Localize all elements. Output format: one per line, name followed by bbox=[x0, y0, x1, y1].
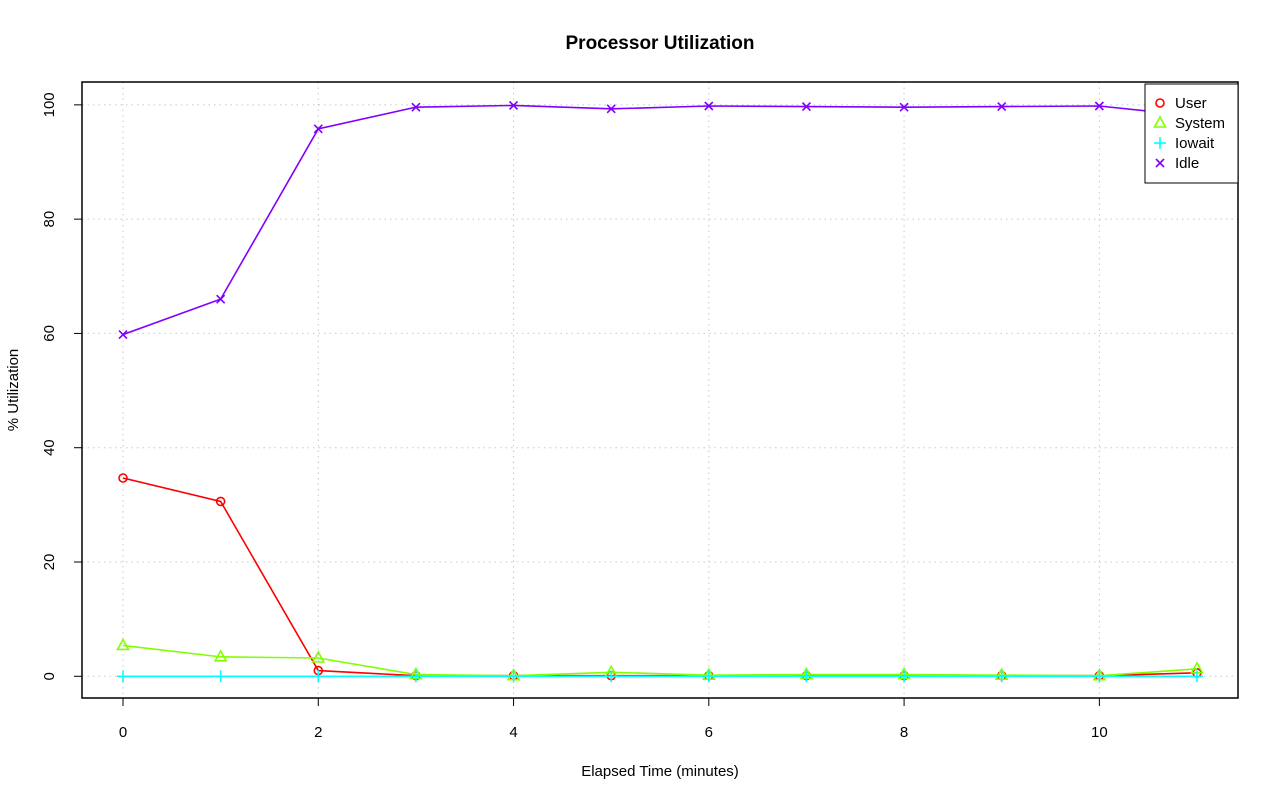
legend-label-user: User bbox=[1175, 95, 1207, 112]
series-user bbox=[118, 473, 1202, 681]
y-tick-label: 20 bbox=[41, 554, 58, 571]
idle-point-b bbox=[118, 330, 128, 340]
y-tick-label: 100 bbox=[41, 92, 58, 117]
iowait-point bbox=[214, 670, 227, 683]
iowait-point bbox=[117, 670, 130, 683]
iowait-point bbox=[800, 670, 813, 683]
idle-point-b bbox=[801, 102, 812, 112]
legend-marker-idle-b bbox=[1155, 158, 1165, 168]
grid-lines bbox=[82, 82, 1238, 698]
legend-marker-user bbox=[1155, 98, 1165, 108]
iowait-point bbox=[1093, 670, 1106, 683]
y-tick-label: 80 bbox=[41, 211, 58, 228]
legend-label-iowait: Iowait bbox=[1175, 135, 1215, 152]
idle-point bbox=[899, 102, 909, 112]
legend-box bbox=[1144, 83, 1239, 184]
idle-point bbox=[216, 294, 226, 304]
plot-frame bbox=[81, 81, 1239, 699]
series-system bbox=[116, 637, 1204, 681]
system-point bbox=[311, 650, 326, 663]
x-tick-label: 4 bbox=[509, 724, 517, 741]
idle-point-b bbox=[899, 102, 909, 112]
x-tick-label: 10 bbox=[1091, 724, 1108, 741]
idle-point-b bbox=[216, 294, 226, 304]
x-tick-label: 8 bbox=[900, 724, 908, 741]
user-point bbox=[118, 473, 128, 483]
legend-marker-iowait bbox=[1154, 137, 1166, 149]
x-tick-label: 2 bbox=[314, 724, 322, 741]
idle-point bbox=[1094, 101, 1104, 111]
y-axis-label: % Utilization bbox=[5, 349, 22, 432]
iowait-point bbox=[995, 670, 1008, 683]
idle-point-b bbox=[508, 100, 519, 110]
iowait-point bbox=[898, 670, 911, 683]
series-line-idle bbox=[122, 104, 1198, 336]
idle-point bbox=[313, 124, 323, 134]
y-tick-label: 60 bbox=[41, 325, 58, 342]
x-tick-label: 6 bbox=[705, 724, 713, 741]
idle-point bbox=[801, 102, 812, 112]
iowait-point bbox=[702, 670, 715, 683]
series-line-system bbox=[122, 644, 1198, 677]
series-line-user bbox=[122, 477, 1198, 677]
idle-point-b bbox=[313, 124, 323, 134]
system-point bbox=[213, 649, 228, 662]
idle-point-b bbox=[704, 101, 714, 111]
idle-point bbox=[508, 100, 519, 110]
system-point bbox=[116, 637, 130, 651]
idle-point bbox=[118, 330, 128, 340]
legend-marker-system bbox=[1153, 115, 1167, 128]
idle-point bbox=[704, 101, 714, 111]
y-tick-label: 40 bbox=[41, 439, 58, 456]
x-axis-label: Elapsed Time (minutes) bbox=[581, 763, 739, 780]
legend-label-system: System bbox=[1175, 115, 1225, 132]
iowait-point bbox=[605, 670, 618, 683]
iowait-point bbox=[312, 670, 325, 683]
idle-point-b bbox=[997, 102, 1007, 112]
y-tick-label: 0 bbox=[41, 672, 58, 680]
legend-label-idle: Idle bbox=[1175, 155, 1199, 172]
chart-title: Processor Utilization bbox=[566, 33, 755, 54]
legend-marker-idle bbox=[1155, 158, 1165, 168]
idle-point bbox=[997, 102, 1007, 112]
series-iowait bbox=[117, 670, 1203, 683]
idle-point bbox=[606, 104, 616, 114]
iowait-point bbox=[507, 670, 520, 683]
iowait-point bbox=[1190, 670, 1203, 683]
data-series bbox=[116, 100, 1204, 683]
user-point bbox=[215, 496, 226, 507]
idle-point-b bbox=[1094, 101, 1104, 111]
idle-point bbox=[411, 102, 421, 112]
idle-point-b bbox=[606, 104, 616, 114]
legend: User System Iowait Idle bbox=[1144, 83, 1239, 184]
iowait-point bbox=[409, 670, 422, 683]
idle-point-b bbox=[411, 102, 421, 112]
series-idle bbox=[118, 100, 1202, 340]
x-tick-label: 0 bbox=[119, 724, 127, 741]
